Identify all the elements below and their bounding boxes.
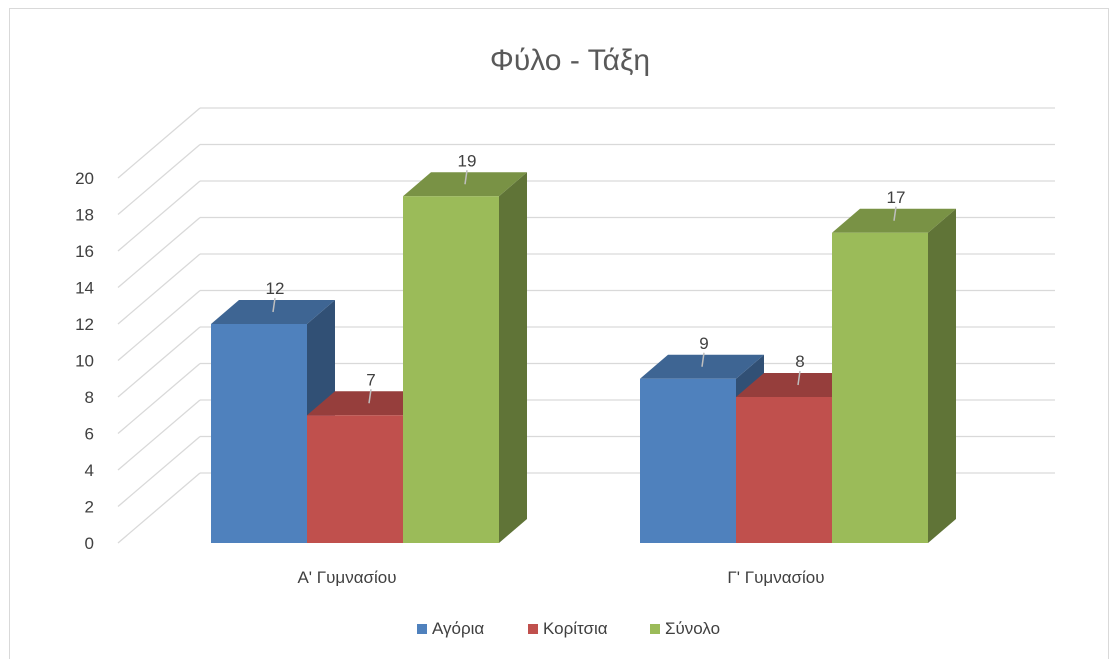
data-labels: 12 7 19 9 8 17 — [266, 151, 906, 404]
bar-front — [211, 324, 307, 543]
data-label: 19 — [458, 151, 477, 170]
data-label: 12 — [266, 279, 285, 298]
bar-side — [928, 208, 956, 543]
bar-front — [736, 397, 832, 543]
y-tick-label: 20 — [75, 169, 94, 188]
gridline-depth — [117, 290, 201, 361]
data-label-leader — [701, 352, 705, 367]
bar-3-1 — [403, 172, 527, 543]
legend-item: Σύνολο — [650, 619, 720, 638]
gridline-depth — [117, 144, 201, 215]
gridline-depth — [117, 107, 201, 179]
legend-swatch — [417, 624, 427, 634]
legend-item: Αγόρια — [417, 619, 484, 638]
data-label-leader — [368, 389, 372, 404]
bar-front — [832, 232, 928, 543]
bar-front — [403, 196, 499, 543]
data-label-leader — [464, 170, 468, 185]
data-label-leader — [893, 206, 897, 221]
legend-swatch — [528, 624, 538, 634]
gridline-depth — [117, 326, 201, 398]
gridline-depth — [117, 363, 201, 434]
legend-label: Σύνολο — [665, 619, 720, 638]
gridline-depth — [117, 399, 201, 471]
y-tick-label: 12 — [75, 315, 94, 334]
gridline-depth — [117, 253, 201, 325]
bar-front — [307, 415, 403, 543]
x-category-label: Α' Γυμνασίου — [297, 568, 396, 587]
x-axis-categories: Α' Γυμνασίου Γ' Γυμνασίου — [297, 568, 824, 587]
y-axis-ticks: 0 2 4 6 8 10 12 14 16 18 20 — [75, 169, 94, 553]
bar-3-2 — [832, 208, 956, 543]
bars — [211, 172, 956, 543]
y-tick-label: 8 — [85, 388, 94, 407]
legend-swatch — [650, 624, 660, 634]
y-tick-label: 4 — [85, 461, 94, 480]
legend-label: Αγόρια — [432, 619, 484, 638]
legend: Αγόρια Κορίτσια Σύνολο — [417, 619, 720, 638]
y-tick-label: 16 — [75, 242, 94, 261]
data-label-leader — [797, 370, 801, 386]
y-tick-label: 0 — [85, 534, 94, 553]
y-tick-label: 18 — [75, 206, 94, 225]
y-tick-label: 10 — [75, 352, 94, 371]
y-tick-label: 2 — [85, 498, 94, 517]
legend-item: Κορίτσια — [528, 619, 608, 638]
data-label: 8 — [795, 352, 804, 371]
bar-front — [640, 378, 736, 543]
gridline-depth — [117, 436, 201, 507]
data-label: 17 — [887, 188, 906, 207]
gridline-depth — [117, 217, 201, 288]
gridline-depth — [117, 180, 201, 252]
bar-side — [499, 172, 527, 543]
chart-title: Φύλο - Τάξη — [490, 44, 650, 77]
y-tick-label: 6 — [85, 425, 94, 444]
x-category-label: Γ' Γυμνασίου — [727, 568, 824, 587]
legend-label: Κορίτσια — [543, 619, 608, 638]
data-label: 9 — [699, 334, 708, 353]
data-label-leader — [272, 297, 276, 313]
gridline-depth — [117, 472, 201, 544]
data-label: 7 — [366, 370, 375, 389]
y-tick-label: 14 — [75, 279, 94, 298]
